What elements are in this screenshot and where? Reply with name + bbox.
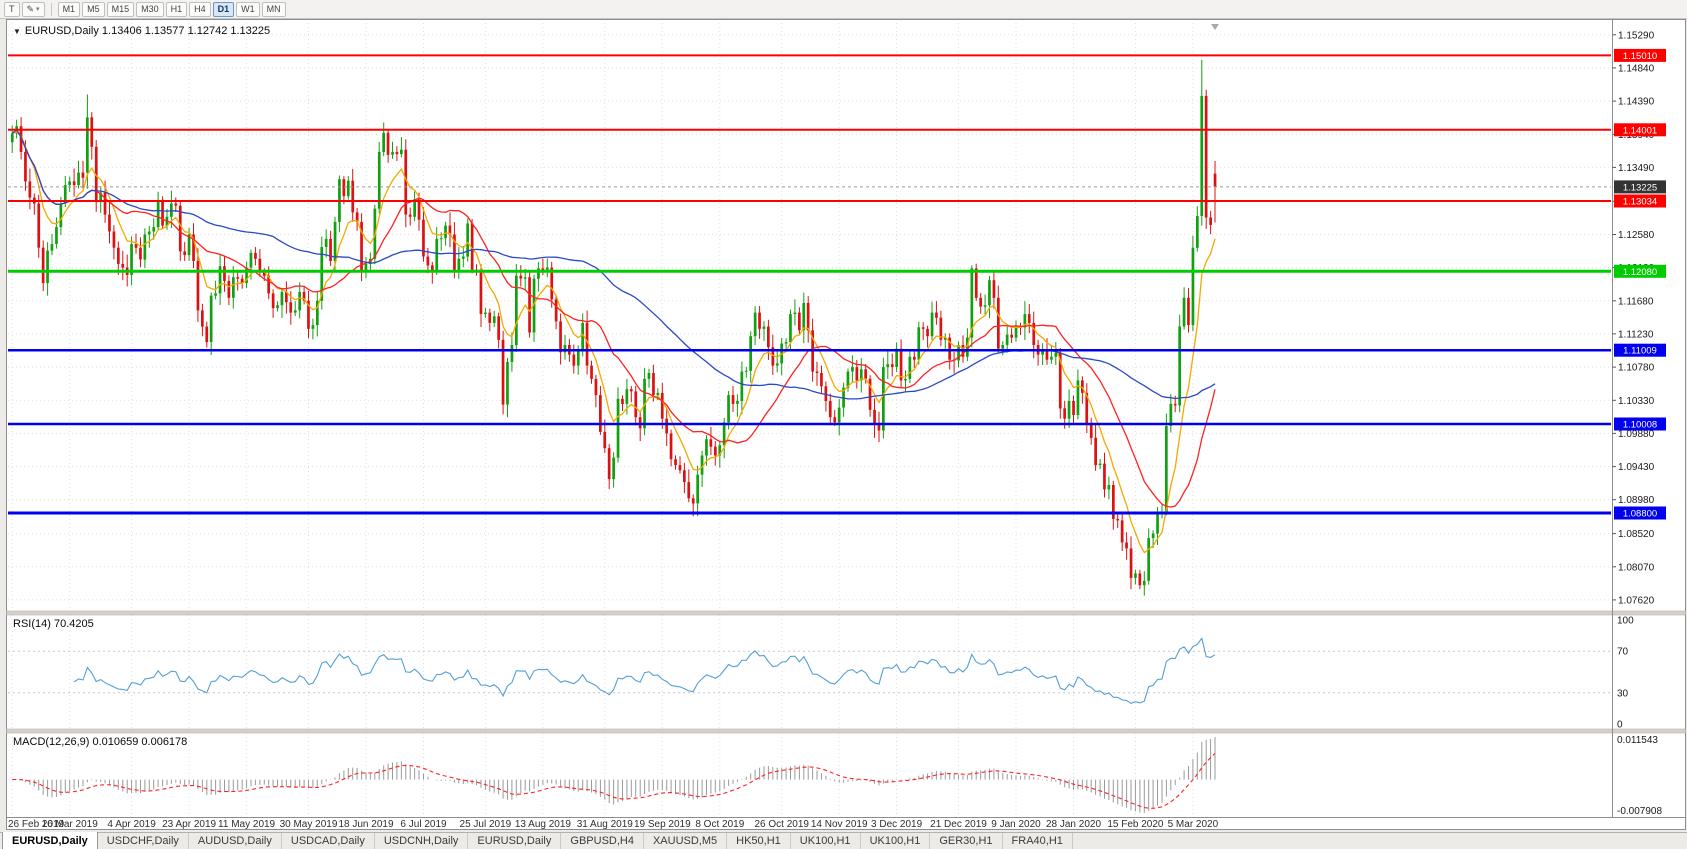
svg-text:1.11009: 1.11009 xyxy=(1623,346,1657,357)
chart-window: 100703000.011543-0.0079081.152901.148401… xyxy=(0,19,1687,832)
svg-text:18 Jun 2019: 18 Jun 2019 xyxy=(338,819,393,830)
svg-text:25 Jul 2019: 25 Jul 2019 xyxy=(460,819,512,830)
chart-tab-fra40-h1[interactable]: FRA40,H1 xyxy=(1003,833,1073,849)
svg-text:1.10780: 1.10780 xyxy=(1618,363,1655,374)
svg-text:30: 30 xyxy=(1617,688,1629,699)
timeframe-button-m5[interactable]: M5 xyxy=(82,1,105,17)
svg-text:11 May 2019: 11 May 2019 xyxy=(218,819,276,830)
svg-text:1.12580: 1.12580 xyxy=(1618,230,1655,241)
svg-text:19 Sep 2019: 19 Sep 2019 xyxy=(634,819,691,830)
timeframe-button-d1[interactable]: D1 xyxy=(212,1,235,17)
chart-type-button[interactable]: T xyxy=(4,1,20,17)
svg-text:1.08070: 1.08070 xyxy=(1618,562,1655,573)
chart-tab-uk100-h1[interactable]: UK100,H1 xyxy=(791,833,861,849)
cursor-tool-button[interactable]: ✎ ▾ xyxy=(21,1,45,17)
chevron-down-icon: ▾ xyxy=(36,6,40,13)
chart-tab-eurusd-daily[interactable]: EURUSD,Daily xyxy=(2,832,98,849)
svg-text:1.09880: 1.09880 xyxy=(1618,429,1655,440)
svg-text:1.13225: 1.13225 xyxy=(1623,182,1657,193)
svg-text:26 Feb 2019: 26 Feb 2019 xyxy=(8,819,65,830)
svg-text:6 Jul 2019: 6 Jul 2019 xyxy=(400,819,447,830)
chart-tab-eurusd-daily[interactable]: EURUSD,Daily xyxy=(468,833,562,849)
svg-text:1.12080: 1.12080 xyxy=(1623,267,1657,278)
svg-text:5 Mar 2020: 5 Mar 2020 xyxy=(1168,819,1219,830)
time-axis-scale[interactable] xyxy=(6,818,1686,830)
chart-tab-uk100-h1[interactable]: UK100,H1 xyxy=(861,833,931,849)
svg-text:1.10008: 1.10008 xyxy=(1623,420,1657,431)
timeframe-button-mn[interactable]: MN xyxy=(261,1,286,17)
svg-text:28 Jan 2020: 28 Jan 2020 xyxy=(1046,819,1101,830)
svg-text:-0.007908: -0.007908 xyxy=(1617,806,1662,817)
svg-text:1.14840: 1.14840 xyxy=(1618,63,1655,74)
chart-tab-ger30-h1[interactable]: GER30,H1 xyxy=(930,833,1003,849)
chart-canvas-host: 100703000.011543-0.0079081.152901.148401… xyxy=(0,19,1687,837)
svg-text:9 Jan 2020: 9 Jan 2020 xyxy=(991,819,1041,830)
chart-tab-xauusd-m5[interactable]: XAUUSD,M5 xyxy=(644,833,728,849)
chart-tab-hk50-h1[interactable]: HK50,H1 xyxy=(727,833,791,849)
svg-text:1.10330: 1.10330 xyxy=(1618,396,1655,407)
svg-text:21 Dec 2019: 21 Dec 2019 xyxy=(930,819,987,830)
svg-text:0: 0 xyxy=(1617,720,1623,731)
svg-text:13 Aug 2019: 13 Aug 2019 xyxy=(515,819,572,830)
svg-text:70: 70 xyxy=(1617,647,1629,658)
svg-text:31 Aug 2019: 31 Aug 2019 xyxy=(577,819,634,830)
chart-tab-usdchf-daily[interactable]: USDCHF,Daily xyxy=(98,833,189,849)
svg-text:1.08520: 1.08520 xyxy=(1618,529,1655,540)
pencil-tool-icon: ✎ xyxy=(26,3,35,14)
timeframe-button-m30[interactable]: M30 xyxy=(136,1,164,17)
timeframe-button-group: M1 M5 M15 M30 H1 H4 D1 W1 MN xyxy=(57,1,286,17)
timeframe-button-w1[interactable]: W1 xyxy=(236,1,260,17)
svg-text:1.14390: 1.14390 xyxy=(1618,97,1655,108)
svg-text:26 Oct 2019: 26 Oct 2019 xyxy=(754,819,809,830)
timeframe-button-m15[interactable]: M15 xyxy=(106,1,135,17)
svg-text:15 Feb 2020: 15 Feb 2020 xyxy=(1107,819,1164,830)
svg-text:1.15290: 1.15290 xyxy=(1618,30,1655,41)
chart-tab-audusd-daily[interactable]: AUDUSD,Daily xyxy=(189,833,282,849)
svg-text:14 Nov 2019: 14 Nov 2019 xyxy=(811,819,868,830)
svg-text:1.13034: 1.13034 xyxy=(1623,197,1657,208)
chart-tab-usdcad-daily[interactable]: USDCAD,Daily xyxy=(282,833,375,849)
svg-text:16 Mar 2019: 16 Mar 2019 xyxy=(42,819,99,830)
chart-tab-bar: EURUSD,Daily USDCHF,Daily AUDUSD,Daily USDC… xyxy=(0,832,1687,849)
svg-text:1.11230: 1.11230 xyxy=(1618,329,1654,340)
chart-tab-usdcnh-daily[interactable]: USDCNH,Daily xyxy=(375,833,469,849)
svg-text:4 Apr 2019: 4 Apr 2019 xyxy=(107,819,156,830)
timeframe-button-h4[interactable]: H4 xyxy=(189,1,211,17)
chart-canvas[interactable]: 100703000.011543-0.0079081.152901.148401… xyxy=(0,19,1687,832)
svg-text:1.09430: 1.09430 xyxy=(1618,462,1655,473)
toolbar: T ✎ ▾ M1 M5 M15 M30 H1 H4 D1 W1 MN xyxy=(0,0,1687,19)
svg-text:1.08980: 1.08980 xyxy=(1618,495,1655,506)
svg-text:100: 100 xyxy=(1617,616,1634,627)
chart-tab-gbpusd-h4[interactable]: GBPUSD,H4 xyxy=(561,833,644,849)
svg-text:30 May 2019: 30 May 2019 xyxy=(280,819,338,830)
svg-text:1.11680: 1.11680 xyxy=(1618,296,1654,307)
svg-text:1.07620: 1.07620 xyxy=(1618,595,1655,606)
svg-text:1.14001: 1.14001 xyxy=(1623,125,1657,136)
svg-text:1.15010: 1.15010 xyxy=(1623,51,1657,62)
svg-text:1.08800: 1.08800 xyxy=(1623,509,1657,520)
svg-text:23 Apr 2019: 23 Apr 2019 xyxy=(162,819,216,830)
svg-text:0.011543: 0.011543 xyxy=(1617,735,1658,746)
timeframe-button-h1[interactable]: H1 xyxy=(165,1,188,17)
price-axis-scale[interactable] xyxy=(1613,19,1685,817)
toolbar-separator xyxy=(50,2,52,16)
svg-text:8 Oct 2019: 8 Oct 2019 xyxy=(695,819,744,830)
svg-text:1.13490: 1.13490 xyxy=(1618,163,1655,174)
svg-text:3 Dec 2019: 3 Dec 2019 xyxy=(871,819,923,830)
timeframe-button-m1[interactable]: M1 xyxy=(57,1,81,17)
